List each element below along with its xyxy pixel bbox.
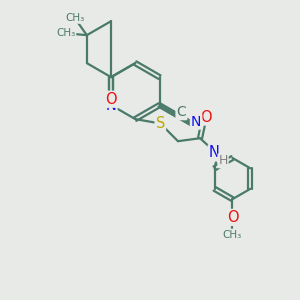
Text: CH₃: CH₃ xyxy=(65,13,84,23)
Text: C: C xyxy=(176,105,186,119)
Text: N: N xyxy=(209,146,220,160)
Text: N: N xyxy=(106,98,116,112)
Text: CH₃: CH₃ xyxy=(56,28,76,38)
Text: S: S xyxy=(156,116,165,131)
Text: CH₃: CH₃ xyxy=(223,230,242,239)
Text: H: H xyxy=(218,154,228,167)
Text: N: N xyxy=(191,115,201,129)
Text: O: O xyxy=(200,110,212,124)
Text: O: O xyxy=(226,210,238,225)
Text: O: O xyxy=(105,92,117,107)
